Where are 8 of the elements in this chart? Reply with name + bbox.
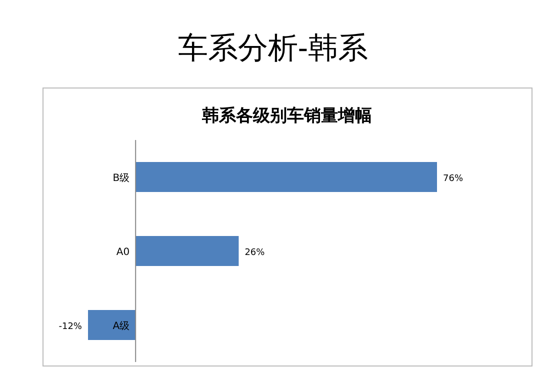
chart-subtitle: 韩系各级别车销量增幅 [201,106,372,126]
data-label: 26% [244,248,266,258]
y-tick-label: B级 [112,172,130,184]
y-tick-label: A0 [116,247,130,258]
data-label: 76% [443,174,464,184]
chart-title: 车系分析-韩系 [178,31,368,66]
data-label: -12% [58,322,82,332]
y-tick-label: A级 [112,320,130,332]
